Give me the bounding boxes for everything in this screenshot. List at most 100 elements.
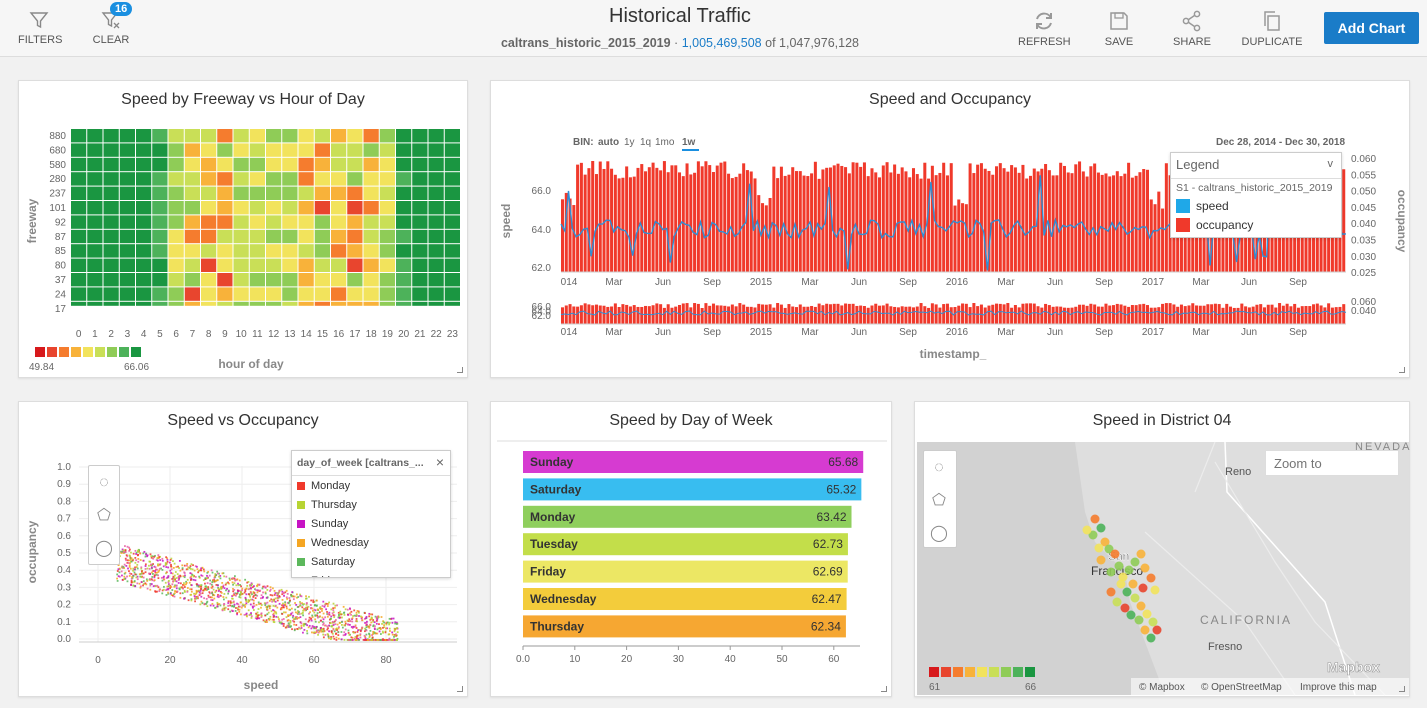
- resize-handle[interactable]: [881, 686, 887, 692]
- resize-handle[interactable]: [1399, 686, 1405, 692]
- occupancy-bar: [606, 161, 610, 272]
- map-canvas[interactable]: NEVADARenoSanFranciscoCALIFORNIAFresno61…: [915, 402, 1411, 698]
- scatter-point: [305, 597, 307, 600]
- heatmap-cell: [363, 157, 379, 172]
- legend-close-icon[interactable]: ×: [435, 454, 444, 470]
- duplicate-button[interactable]: DUPLICATE: [1241, 10, 1303, 48]
- scatter-point: [200, 569, 203, 572]
- scatter-point: [249, 598, 252, 601]
- heatmap-cell: [379, 258, 395, 272]
- scatter-point: [261, 596, 264, 599]
- resize-handle[interactable]: [457, 686, 463, 692]
- scatter-point: [223, 607, 226, 610]
- lasso-select-icon[interactable]: ◯: [930, 525, 948, 542]
- scatter-point: [355, 613, 358, 616]
- legend-item-saturday[interactable]: Saturday: [297, 552, 369, 571]
- label-reno: Reno: [1225, 466, 1251, 478]
- occupancy-bar: [806, 176, 810, 272]
- occupancy-bar: [772, 166, 776, 272]
- resize-handle[interactable]: [1399, 367, 1405, 373]
- circle-select-icon[interactable]: ◌: [99, 474, 109, 491]
- heatmap-cell: [87, 287, 103, 301]
- legend-item-speed[interactable]: speed: [1176, 196, 1253, 215]
- circle-select-icon[interactable]: ◌: [934, 459, 944, 476]
- scatter-point: [239, 584, 241, 586]
- x-tick: 40: [725, 654, 737, 665]
- polygon-select-icon[interactable]: ⬠: [932, 492, 946, 509]
- scatter-point: [290, 612, 293, 615]
- legend-item-friday[interactable]: Friday: [297, 571, 369, 577]
- legend-item-monday[interactable]: Monday: [297, 476, 369, 495]
- scatter-point: [369, 613, 372, 616]
- heatmap-cell: [136, 143, 152, 157]
- legend-swatch: [71, 347, 81, 357]
- scatter-point: [340, 623, 343, 626]
- heatmap-cell: [396, 244, 412, 258]
- filters-button[interactable]: FILTERS: [18, 10, 62, 46]
- scatter-point: [348, 618, 351, 621]
- mini-y-tick: 62.0: [532, 311, 552, 322]
- mini-occupancy-bar: [1172, 304, 1176, 324]
- refresh-button[interactable]: REFRESH: [1018, 10, 1071, 48]
- scatter-chart[interactable]: 1.00.90.80.70.60.50.40.30.20.10.00 20 40 60…: [19, 402, 469, 698]
- legend-item-sunday[interactable]: Sunday: [297, 514, 369, 533]
- scatter-point: [185, 580, 187, 583]
- heatmap-cell: [314, 215, 330, 229]
- scatter-point: [363, 634, 366, 637]
- scatter-point: [257, 601, 260, 604]
- scatter-point: [321, 607, 324, 610]
- add-chart-button[interactable]: Add Chart: [1324, 12, 1419, 44]
- scatter-legend[interactable]: day_of_week [caltrans_... × Monday Thursd…: [291, 450, 451, 578]
- y-tick: 0.7: [57, 514, 71, 525]
- polygon-select-icon[interactable]: ⬠: [97, 507, 111, 524]
- scatter-point: [225, 596, 228, 599]
- save-button[interactable]: SAVE: [1103, 10, 1135, 48]
- scatter-point: [153, 579, 156, 582]
- scatter-point: [128, 572, 131, 575]
- lasso-select-icon[interactable]: ◯: [95, 540, 113, 557]
- scatter-point: [210, 583, 213, 586]
- share-button[interactable]: SHARE: [1171, 10, 1213, 48]
- scatter-point: [139, 559, 142, 561]
- scatter-point: [335, 632, 338, 635]
- scatter-point: [200, 600, 203, 603]
- map-search-input[interactable]: [1265, 450, 1399, 476]
- heatmap-cell: [314, 201, 330, 215]
- scatter-point: [326, 611, 328, 613]
- heatmap-cell: [282, 129, 298, 143]
- heatmap-cell: [201, 172, 217, 186]
- x-tick: 40: [236, 655, 248, 666]
- resize-handle[interactable]: [457, 367, 463, 373]
- scatter-point: [211, 585, 214, 588]
- clear-filters-button[interactable]: 16 CLEAR: [92, 2, 133, 46]
- legend-collapse-icon[interactable]: v: [1327, 158, 1334, 170]
- scatter-point: [132, 569, 134, 572]
- occupancy-bar: [613, 174, 617, 272]
- scatter-point: [173, 595, 176, 598]
- legend-item-occupancy[interactable]: occupancy: [1176, 215, 1253, 234]
- scatter-point: [225, 582, 228, 585]
- scatter-point: [211, 581, 214, 583]
- speed-hexbin: [1096, 555, 1106, 565]
- scatter-point: [222, 584, 225, 587]
- legend-item-wednesday[interactable]: Wednesday: [297, 533, 369, 552]
- scatter-point: [227, 600, 230, 603]
- combo-legend[interactable]: Legend v S1 - caltrans_historic_2015_201…: [1170, 152, 1342, 238]
- scatter-point: [157, 577, 160, 580]
- legend-item-thursday[interactable]: Thursday: [297, 495, 369, 514]
- scatter-point: [314, 620, 317, 623]
- scatter-point: [208, 591, 211, 594]
- share-icon: [1182, 10, 1201, 32]
- mini-occupancy-bar: [836, 303, 840, 324]
- swatch: [297, 519, 305, 528]
- scatter-point: [272, 613, 274, 616]
- heatmap-cell: [233, 172, 249, 186]
- mini-occupancy-bar: [715, 305, 719, 324]
- scatter-point: [159, 559, 162, 561]
- scatter-point: [221, 572, 224, 575]
- scatter-point: [265, 596, 268, 599]
- speed-hexbin: [1094, 543, 1104, 553]
- occupancy-bar: [628, 177, 632, 272]
